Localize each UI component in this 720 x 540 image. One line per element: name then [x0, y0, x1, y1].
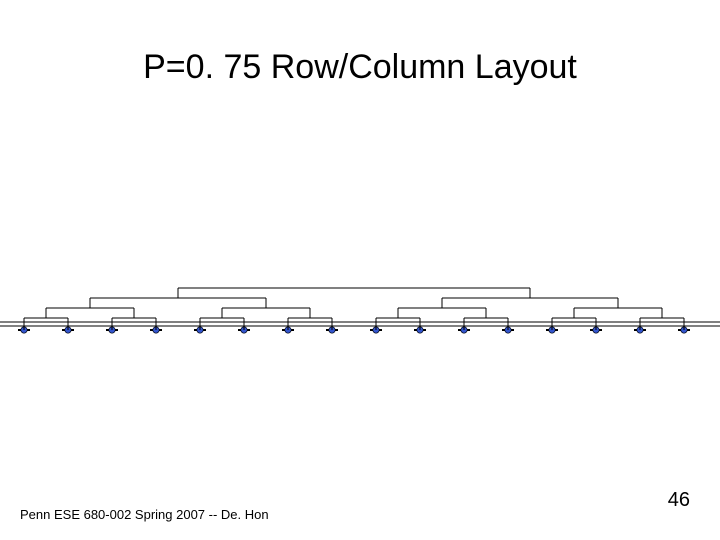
- slide-number: 46: [668, 489, 690, 512]
- page-title: P=0. 75 Row/Column Layout: [0, 48, 720, 87]
- footer-course: Penn ESE 680-002 Spring 2007 -- De. Hon: [20, 507, 269, 522]
- tree-diagram: [0, 280, 720, 360]
